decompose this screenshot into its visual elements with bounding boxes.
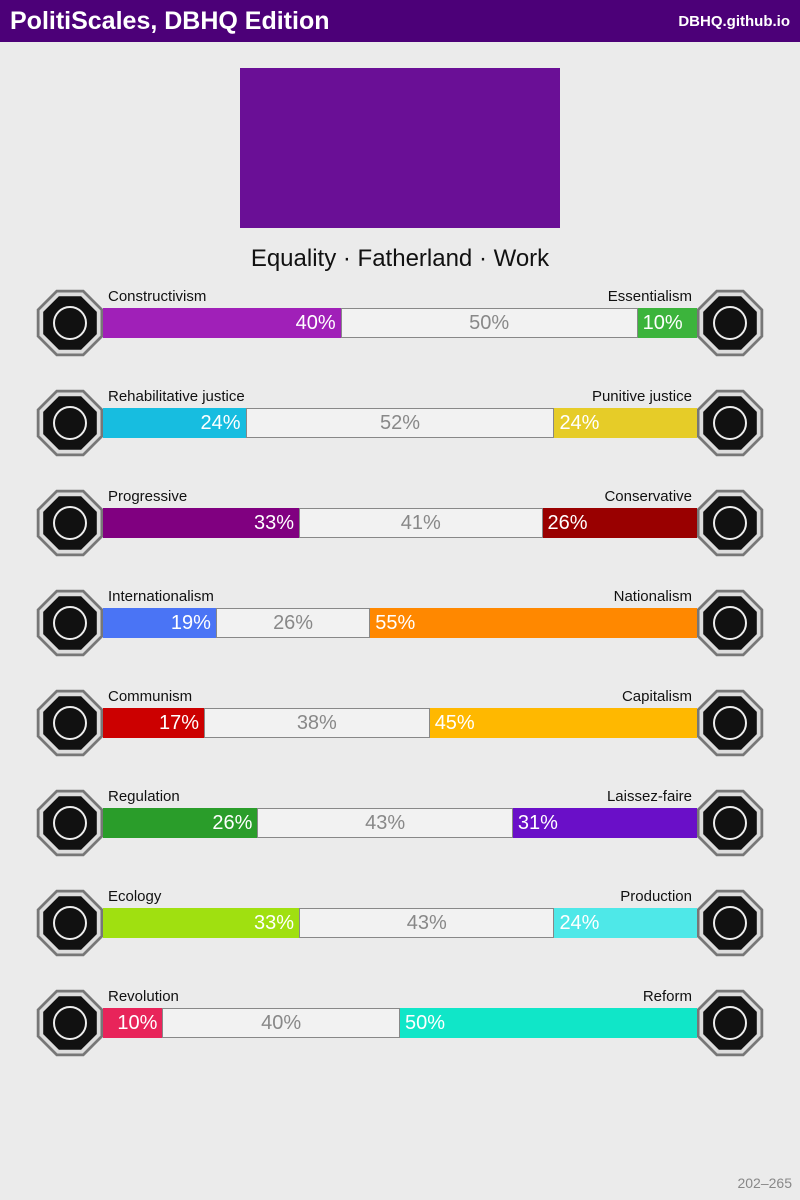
middle-bar [245, 408, 555, 438]
right-name: Punitive justice [591, 388, 692, 405]
left-percent: 26% [212, 812, 253, 834]
right-percent: 24% [559, 412, 600, 434]
right-bar [429, 708, 697, 738]
middle-bar [162, 1008, 400, 1038]
middle-percent: 43% [365, 812, 406, 834]
right-name: Nationalism [613, 588, 692, 605]
middle-bar [257, 808, 513, 838]
left-bar [103, 808, 258, 838]
app-title: PolitiScales, DBHQ Edition [10, 7, 330, 35]
scale-icon [36, 989, 104, 1057]
scale-icon [696, 589, 764, 657]
left-bar [103, 708, 204, 738]
slogan: Equality · Fatherland · Work [250, 245, 550, 272]
left-bar [103, 508, 300, 538]
scale-icon [36, 789, 104, 857]
scale-icon [696, 489, 764, 557]
scale-icon [696, 789, 764, 857]
right-bar [512, 808, 697, 838]
left-percent: 10% [117, 1012, 158, 1034]
middle-bar [299, 908, 555, 938]
middle-percent: 43% [406, 912, 447, 934]
right-name: Production [620, 888, 692, 905]
scale-icon [36, 889, 104, 957]
left-percent: 33% [254, 512, 295, 534]
left-bar [103, 1008, 163, 1038]
scale-icon [696, 289, 764, 357]
right-bar [637, 308, 697, 338]
right-percent: 55% [375, 612, 416, 634]
right-name: Laissez-faire [606, 788, 692, 805]
left-bar [103, 308, 341, 338]
middle-bar [215, 608, 371, 638]
footer: 202–265 [737, 1175, 792, 1191]
scale-icon [696, 389, 764, 457]
right-percent: 45% [434, 712, 475, 734]
site-link[interactable]: DBHQ.github.io [678, 13, 790, 30]
middle-bar [203, 708, 430, 738]
left-bar [103, 908, 300, 938]
left-name: Constructivism [108, 288, 207, 305]
right-percent: 26% [547, 512, 588, 534]
left-bar [103, 408, 246, 438]
right-bar [554, 908, 697, 938]
right-bar [400, 1008, 697, 1038]
left-name: Regulation [108, 788, 180, 805]
middle-percent: 38% [296, 712, 337, 734]
right-percent: 50% [405, 1012, 446, 1034]
left-name: Communism [108, 688, 193, 705]
middle-percent: 50% [469, 312, 510, 334]
middle-bar [299, 508, 543, 538]
middle-percent: 40% [261, 1012, 302, 1034]
left-bar [103, 608, 216, 638]
right-bar [554, 408, 697, 438]
scale-icon [696, 689, 764, 757]
scale-icon [36, 589, 104, 657]
left-percent: 40% [295, 312, 336, 334]
middle-percent: 41% [400, 512, 441, 534]
scale-icon [36, 389, 104, 457]
scale-icon [696, 989, 764, 1057]
middle-bar [340, 308, 638, 338]
left-name: Progressive [108, 488, 188, 505]
left-name: Revolution [108, 988, 179, 1005]
right-name: Reform [642, 988, 692, 1005]
right-bar [370, 608, 697, 638]
flag [240, 68, 560, 228]
right-percent: 31% [517, 812, 558, 834]
right-name: Conservative [604, 488, 692, 505]
left-percent: 19% [170, 612, 211, 634]
left-percent: 24% [200, 412, 241, 434]
left-name: Internationalism [108, 588, 214, 605]
right-percent: 24% [559, 912, 600, 934]
scale-icon [36, 289, 104, 357]
middle-percent: 26% [273, 612, 314, 634]
right-percent: 10% [642, 312, 683, 334]
header [0, 0, 800, 42]
middle-percent: 52% [379, 412, 420, 434]
right-name: Essentialism [607, 288, 692, 305]
left-percent: 17% [158, 712, 199, 734]
left-name: Rehabilitative justice [108, 388, 245, 405]
right-bar [542, 508, 697, 538]
left-percent: 33% [254, 912, 295, 934]
right-name: Capitalism [621, 688, 692, 705]
left-name: Ecology [108, 888, 162, 905]
scale-icon [696, 889, 764, 957]
scale-icon [36, 489, 104, 557]
scale-icon [36, 689, 104, 757]
